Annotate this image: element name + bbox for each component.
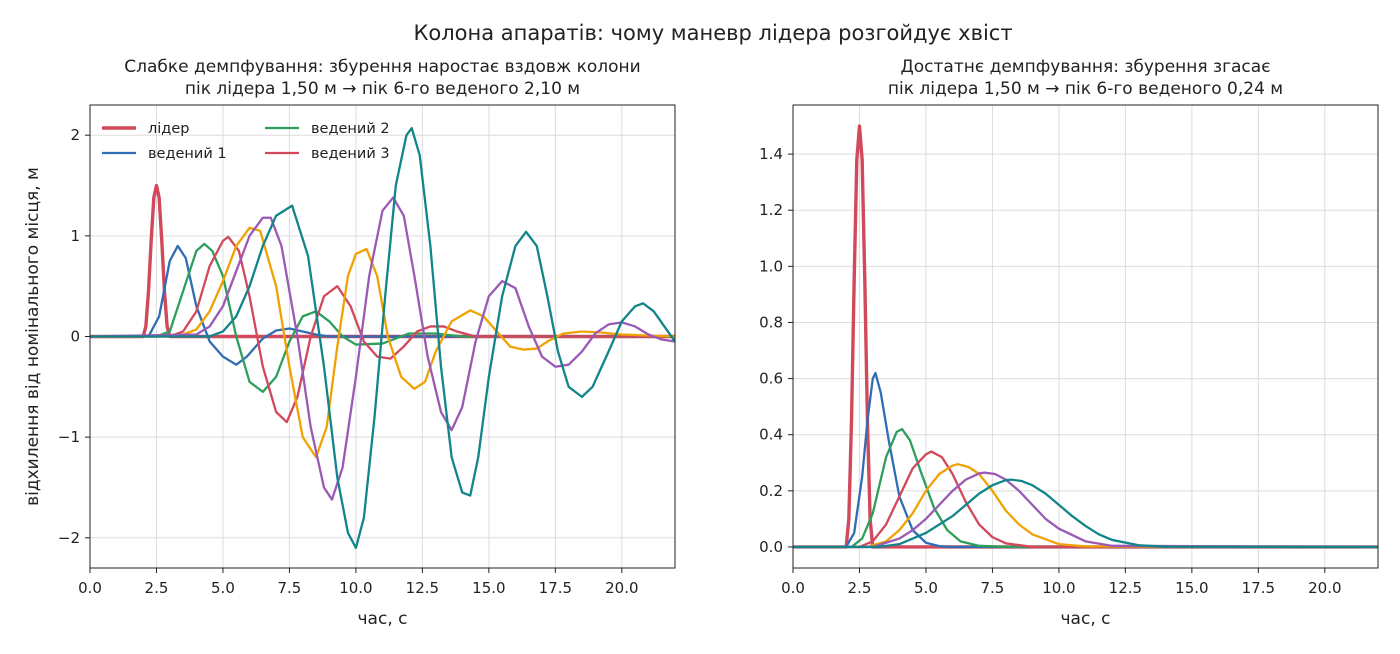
series-line-1 [90, 183, 675, 339]
x-tick-label: 0.0 [78, 579, 102, 597]
series-line-5 [793, 463, 1378, 549]
chart-subtitle: пік лідера 1,50 м → пік 6-го веденого 0,… [888, 79, 1283, 99]
series-group [793, 124, 1378, 549]
y-tick-label: 1.0 [759, 257, 783, 275]
chart-subtitle: пік лідера 1,50 м → пік 6-го веденого 2,… [185, 79, 580, 99]
legend-label: ведений 1 [148, 146, 227, 162]
legend-label: ведений 3 [311, 146, 390, 162]
legend: лідер ведений 1 ведений 2 ведений 3 [102, 121, 390, 162]
series-line-3 [90, 242, 675, 394]
y-tick-label: 2 [70, 126, 80, 144]
y-tick-label: 0.2 [759, 482, 783, 500]
x-tick-label: 15.0 [1175, 579, 1208, 597]
series-line-2 [90, 244, 675, 366]
y-tick-label: −2 [58, 529, 80, 547]
legend-label: ведений 2 [311, 121, 390, 137]
series-line-3 [793, 427, 1378, 549]
chart-title: Слабке демпфування: збурення наростає вз… [124, 57, 640, 77]
x-axis-label: час, с [358, 609, 408, 629]
series-line-2 [793, 371, 1378, 549]
y-tick-label: 1.4 [759, 145, 783, 163]
y-tick-label: 1 [70, 227, 80, 245]
x-tick-label: 17.5 [539, 579, 572, 597]
x-tick-label: 10.0 [339, 579, 372, 597]
series-line-6 [90, 196, 675, 501]
figure-title: Колона апаратів: чому маневр лідера розг… [413, 21, 1012, 45]
y-axis-label: відхилення від номінального місця, м [23, 167, 43, 506]
x-tick-label: 10.0 [1042, 579, 1075, 597]
chart-panel-2: 0.0 2.5 5.0 7.5 10.0 12.5 15.0 17.5 20.0 0.0 0.2 0.… [759, 57, 1379, 629]
y-tick-label: 0 [70, 328, 80, 346]
y-tick-label: 0.4 [759, 426, 783, 444]
series-line-6 [793, 471, 1378, 549]
x-tick-label: 17.5 [1242, 579, 1275, 597]
x-tick-label: 20.0 [605, 579, 638, 597]
x-tick-label: 7.5 [981, 579, 1005, 597]
legend-label: лідер [148, 121, 189, 137]
y-tick-label: 0.0 [759, 538, 783, 556]
series-line-5 [90, 226, 675, 459]
series-line-7 [90, 126, 675, 550]
x-tick-label: 12.5 [1109, 579, 1142, 597]
y-tick-label: 0.8 [759, 313, 783, 331]
x-tick-label: 7.5 [278, 579, 302, 597]
x-tick-label: 0.0 [781, 579, 805, 597]
x-tick-label: 12.5 [406, 579, 439, 597]
y-tick-label: 0.6 [759, 370, 783, 388]
y-tick-label: 1.2 [759, 201, 783, 219]
series-line-4 [793, 450, 1378, 549]
series-line-7 [793, 478, 1378, 549]
x-tick-label: 15.0 [472, 579, 505, 597]
x-tick-label: 2.5 [145, 579, 169, 597]
series-group [90, 126, 675, 550]
y-tick-label: −1 [58, 428, 80, 446]
chart-panel-1: 0.0 2.5 5.0 7.5 10.0 12.5 15.0 17.5 20.0 −2 −1 0 1 2 С… [23, 57, 676, 629]
x-tick-label: 20.0 [1308, 579, 1341, 597]
x-tick-label: 2.5 [848, 579, 872, 597]
x-axis-label: час, с [1061, 609, 1111, 629]
x-tick-label: 5.0 [914, 579, 938, 597]
x-tick-label: 5.0 [211, 579, 235, 597]
plot-frame [792, 104, 1379, 569]
chart-title: Достатнє демпфування: збурення згасає [900, 57, 1270, 77]
